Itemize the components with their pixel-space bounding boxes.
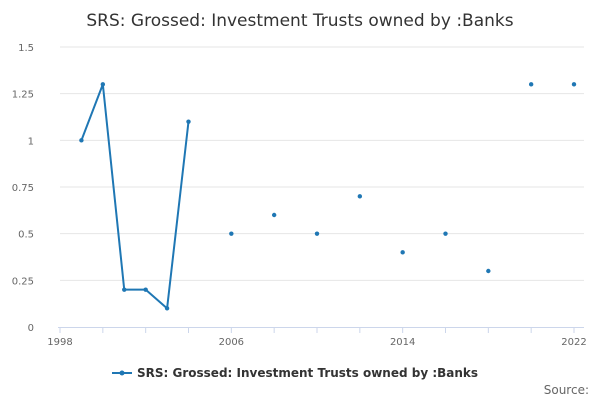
data-point[interactable] <box>186 119 191 124</box>
data-point[interactable] <box>122 287 127 292</box>
data-point[interactable] <box>571 82 577 87</box>
y-tick-label: 0.25 <box>12 276 34 287</box>
data-point[interactable] <box>143 287 148 292</box>
series-layer <box>79 82 577 311</box>
series-line-segment <box>80 83 190 310</box>
legend[interactable]: SRS: Grossed: Investment Trusts owned by… <box>112 366 478 380</box>
grid-layer <box>60 46 584 281</box>
data-point[interactable] <box>79 138 84 143</box>
data-point[interactable] <box>486 268 491 274</box>
data-point[interactable] <box>357 194 363 199</box>
axis-layer: 0 0.25 0.5 0.75 1 1.25 1.5 1998 2006 2014 2022 <box>12 43 587 348</box>
data-point[interactable] <box>271 212 277 218</box>
data-point[interactable] <box>443 231 448 236</box>
y-tick-label: 1.5 <box>18 43 34 54</box>
data-point[interactable] <box>528 82 534 87</box>
y-tick-label: 1 <box>28 136 34 147</box>
chart-title: SRS: Grossed: Investment Trusts owned by… <box>86 11 513 31</box>
data-point[interactable] <box>400 250 405 255</box>
data-point[interactable] <box>229 231 234 236</box>
y-tick-label: 0 <box>28 323 34 334</box>
data-point[interactable] <box>164 306 170 311</box>
y-tick-label: 0.5 <box>18 230 34 241</box>
x-tick-label: 1998 <box>47 337 72 348</box>
x-tick-label: 2006 <box>219 337 244 348</box>
legend-label: SRS: Grossed: Investment Trusts owned by… <box>137 366 478 380</box>
y-tick-label: 0.75 <box>12 183 34 194</box>
x-tick-label: 2022 <box>561 337 586 348</box>
data-point[interactable] <box>100 82 106 87</box>
data-point[interactable] <box>314 231 320 236</box>
x-tick-label: 2014 <box>390 337 415 348</box>
source-label: Source: <box>544 383 589 397</box>
legend-marker-symbol <box>119 370 125 376</box>
y-tick-label: 1.25 <box>12 90 34 101</box>
